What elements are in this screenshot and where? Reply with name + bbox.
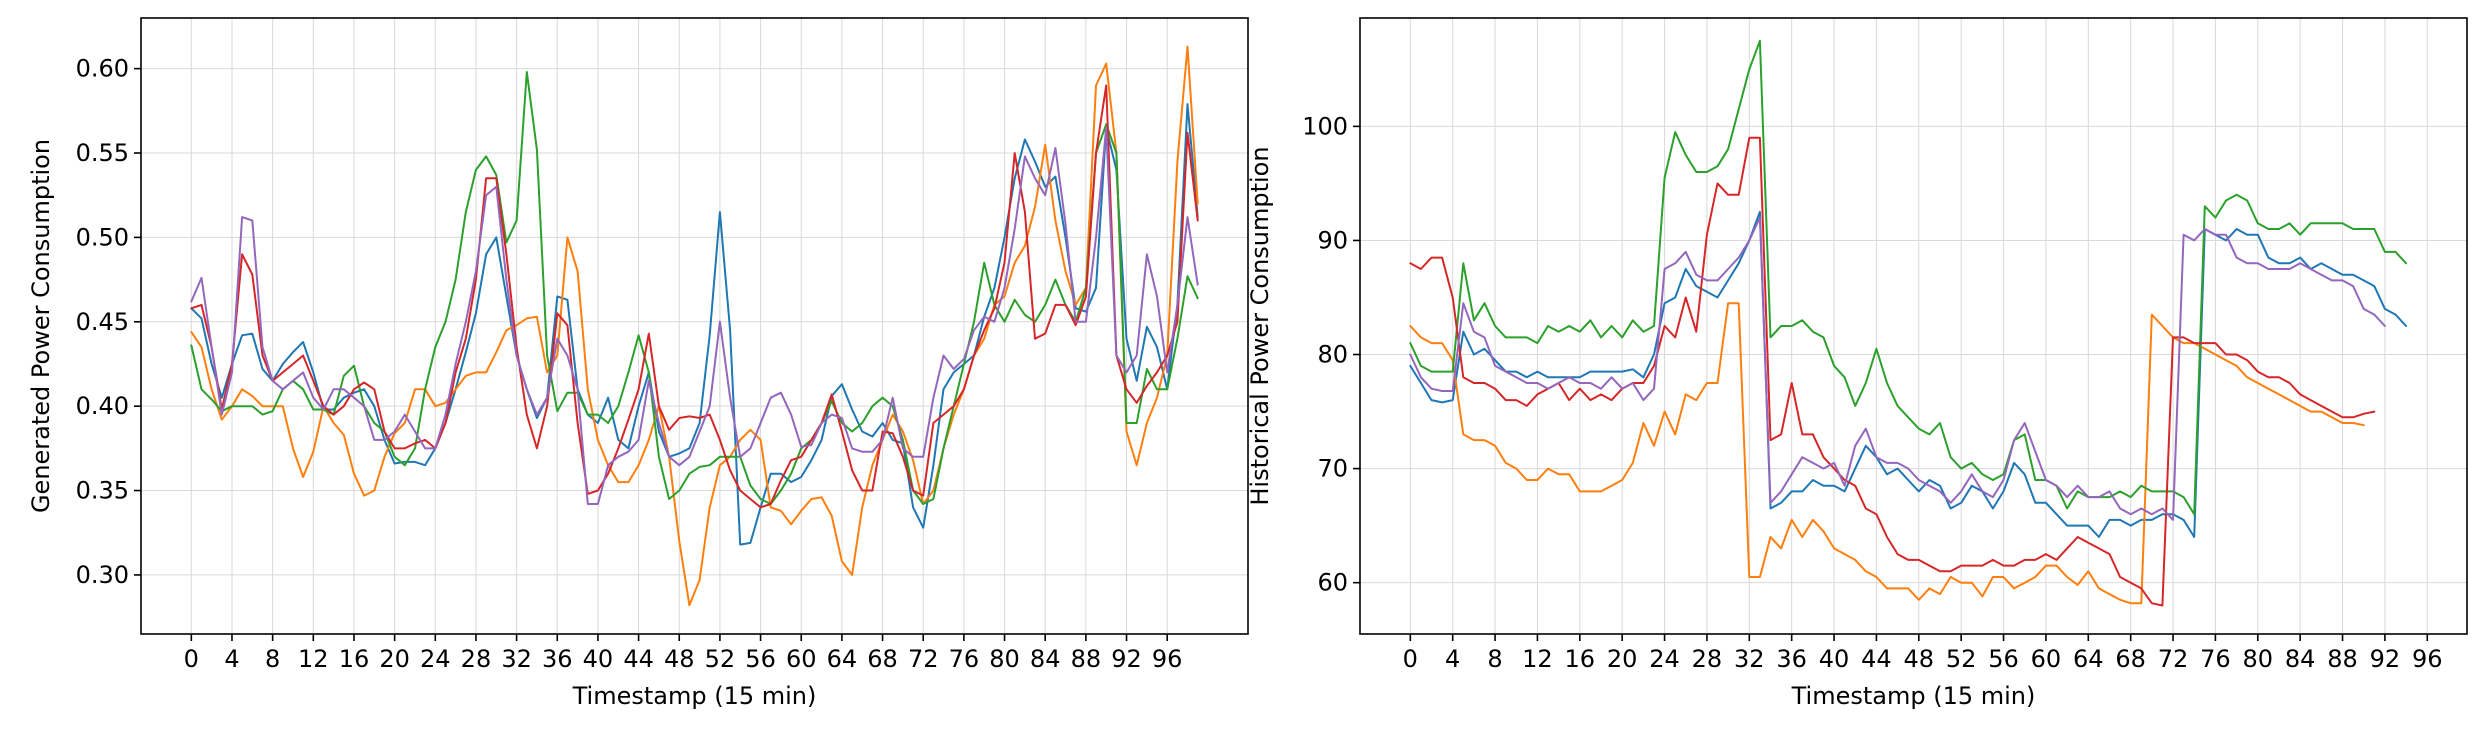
series-line-2 [190, 45, 1199, 607]
right-chart-x-axis-title: Timestamp (15 min) [1791, 682, 2036, 710]
x-tick-label: 16 [1565, 645, 1596, 673]
left-chart-x-axis-title: Timestamp (15 min) [572, 682, 817, 710]
x-tick-label: 60 [786, 645, 817, 673]
x-tick-label: 44 [623, 645, 654, 673]
series-line-1 [190, 103, 1199, 546]
series-line-4 [1409, 136, 2376, 607]
x-tick-label: 40 [1819, 645, 1850, 673]
x-tick-label: 96 [1152, 645, 1183, 673]
y-tick-label: 0.40 [76, 392, 129, 420]
series-line-3 [1409, 39, 2408, 516]
x-tick-label: 20 [1607, 645, 1638, 673]
right-chart-y-axis-title: Historical Power Consumption [1246, 146, 1274, 505]
x-tick-label: 56 [1988, 645, 2019, 673]
y-tick-label: 0.30 [76, 561, 129, 589]
x-tick-label: 32 [1734, 645, 1765, 673]
x-tick-label: 80 [2243, 645, 2274, 673]
x-tick-label: 88 [1071, 645, 1102, 673]
x-tick-label: 8 [1487, 645, 1502, 673]
y-tick-label: 90 [1317, 226, 1348, 254]
x-tick-label: 56 [745, 645, 776, 673]
x-tick-label: 12 [1522, 645, 1553, 673]
x-tick-label: 84 [1030, 645, 1061, 673]
x-tick-label: 28 [1692, 645, 1723, 673]
y-tick-label: 80 [1317, 341, 1348, 369]
x-tick-label: 52 [705, 645, 736, 673]
x-tick-label: 72 [2158, 645, 2189, 673]
y-tick-label: 70 [1317, 455, 1348, 483]
x-tick-label: 24 [1649, 645, 1680, 673]
x-tick-label: 0 [184, 645, 199, 673]
y-tick-label: 0.55 [76, 139, 129, 167]
x-tick-label: 44 [1861, 645, 1892, 673]
x-tick-label: 88 [2327, 645, 2358, 673]
left-chart-y-axis: 0.30 0.35 0.40 0.45 0.50 0.55 0.60 [76, 55, 141, 589]
series-line-5 [190, 126, 1199, 505]
right-chart-series [1409, 39, 2408, 607]
x-tick-label: 48 [1904, 645, 1935, 673]
x-tick-label: 36 [542, 645, 573, 673]
series-line-4 [190, 84, 1199, 509]
x-tick-label: 60 [2031, 645, 2062, 673]
x-tick-label: 64 [827, 645, 858, 673]
x-tick-label: 76 [2200, 645, 2231, 673]
x-tick-label: 40 [583, 645, 614, 673]
x-tick-label: 12 [298, 645, 329, 673]
x-tick-label: 92 [1111, 645, 1142, 673]
x-tick-label: 4 [224, 645, 239, 673]
right-chart-x-axis: 0 4 8 12 16 20 24 28 32 36 40 44 48 52 56 60 64 68 72 76 80 8… [1403, 634, 2443, 673]
y-tick-label: 100 [1302, 112, 1348, 140]
x-tick-label: 68 [867, 645, 898, 673]
y-tick-label: 0.45 [76, 308, 129, 336]
left-chart-x-axis: 0 4 8 12 16 20 24 28 32 36 40 44 48 52 56 60 64 68 72 76 80 8… [184, 634, 1183, 673]
y-tick-label: 0.60 [76, 55, 129, 83]
series-line-5 [1409, 216, 2386, 521]
x-tick-label: 36 [1776, 645, 1807, 673]
left-chart-y-axis-title: Generated Power Consumption [27, 139, 55, 513]
x-tick-label: 64 [2073, 645, 2104, 673]
left-chart: 0 4 8 12 16 20 24 28 32 36 40 44 48 52 56 60 64 68 72 76 80 8… [27, 17, 1249, 710]
series-line-1 [1409, 210, 2408, 538]
x-tick-label: 24 [420, 645, 451, 673]
left-chart-frame [140, 17, 1249, 635]
x-tick-label: 80 [989, 645, 1020, 673]
right-chart: 0 4 8 12 16 20 24 28 32 36 40 44 48 52 56 60 64 68 72 76 80 8… [1246, 17, 2468, 710]
x-tick-label: 92 [2370, 645, 2401, 673]
y-tick-label: 0.35 [76, 477, 129, 505]
x-tick-label: 76 [949, 645, 980, 673]
right-chart-y-axis: 60 70 80 90 100 [1302, 112, 1360, 597]
y-tick-label: 0.50 [76, 223, 129, 251]
y-tick-label: 60 [1317, 569, 1348, 597]
x-tick-label: 84 [2285, 645, 2316, 673]
x-tick-label: 68 [2115, 645, 2146, 673]
series-line-2 [1409, 302, 2365, 605]
x-tick-label: 28 [461, 645, 492, 673]
x-tick-label: 16 [339, 645, 370, 673]
x-tick-label: 0 [1403, 645, 1418, 673]
x-tick-label: 72 [908, 645, 939, 673]
left-chart-series [190, 45, 1199, 607]
x-tick-label: 48 [664, 645, 695, 673]
x-tick-label: 52 [1946, 645, 1977, 673]
x-tick-label: 20 [379, 645, 410, 673]
x-tick-label: 96 [2412, 645, 2443, 673]
x-tick-label: 32 [501, 645, 532, 673]
x-tick-label: 8 [265, 645, 280, 673]
x-tick-label: 4 [1445, 645, 1460, 673]
right-chart-frame [1359, 17, 2468, 635]
